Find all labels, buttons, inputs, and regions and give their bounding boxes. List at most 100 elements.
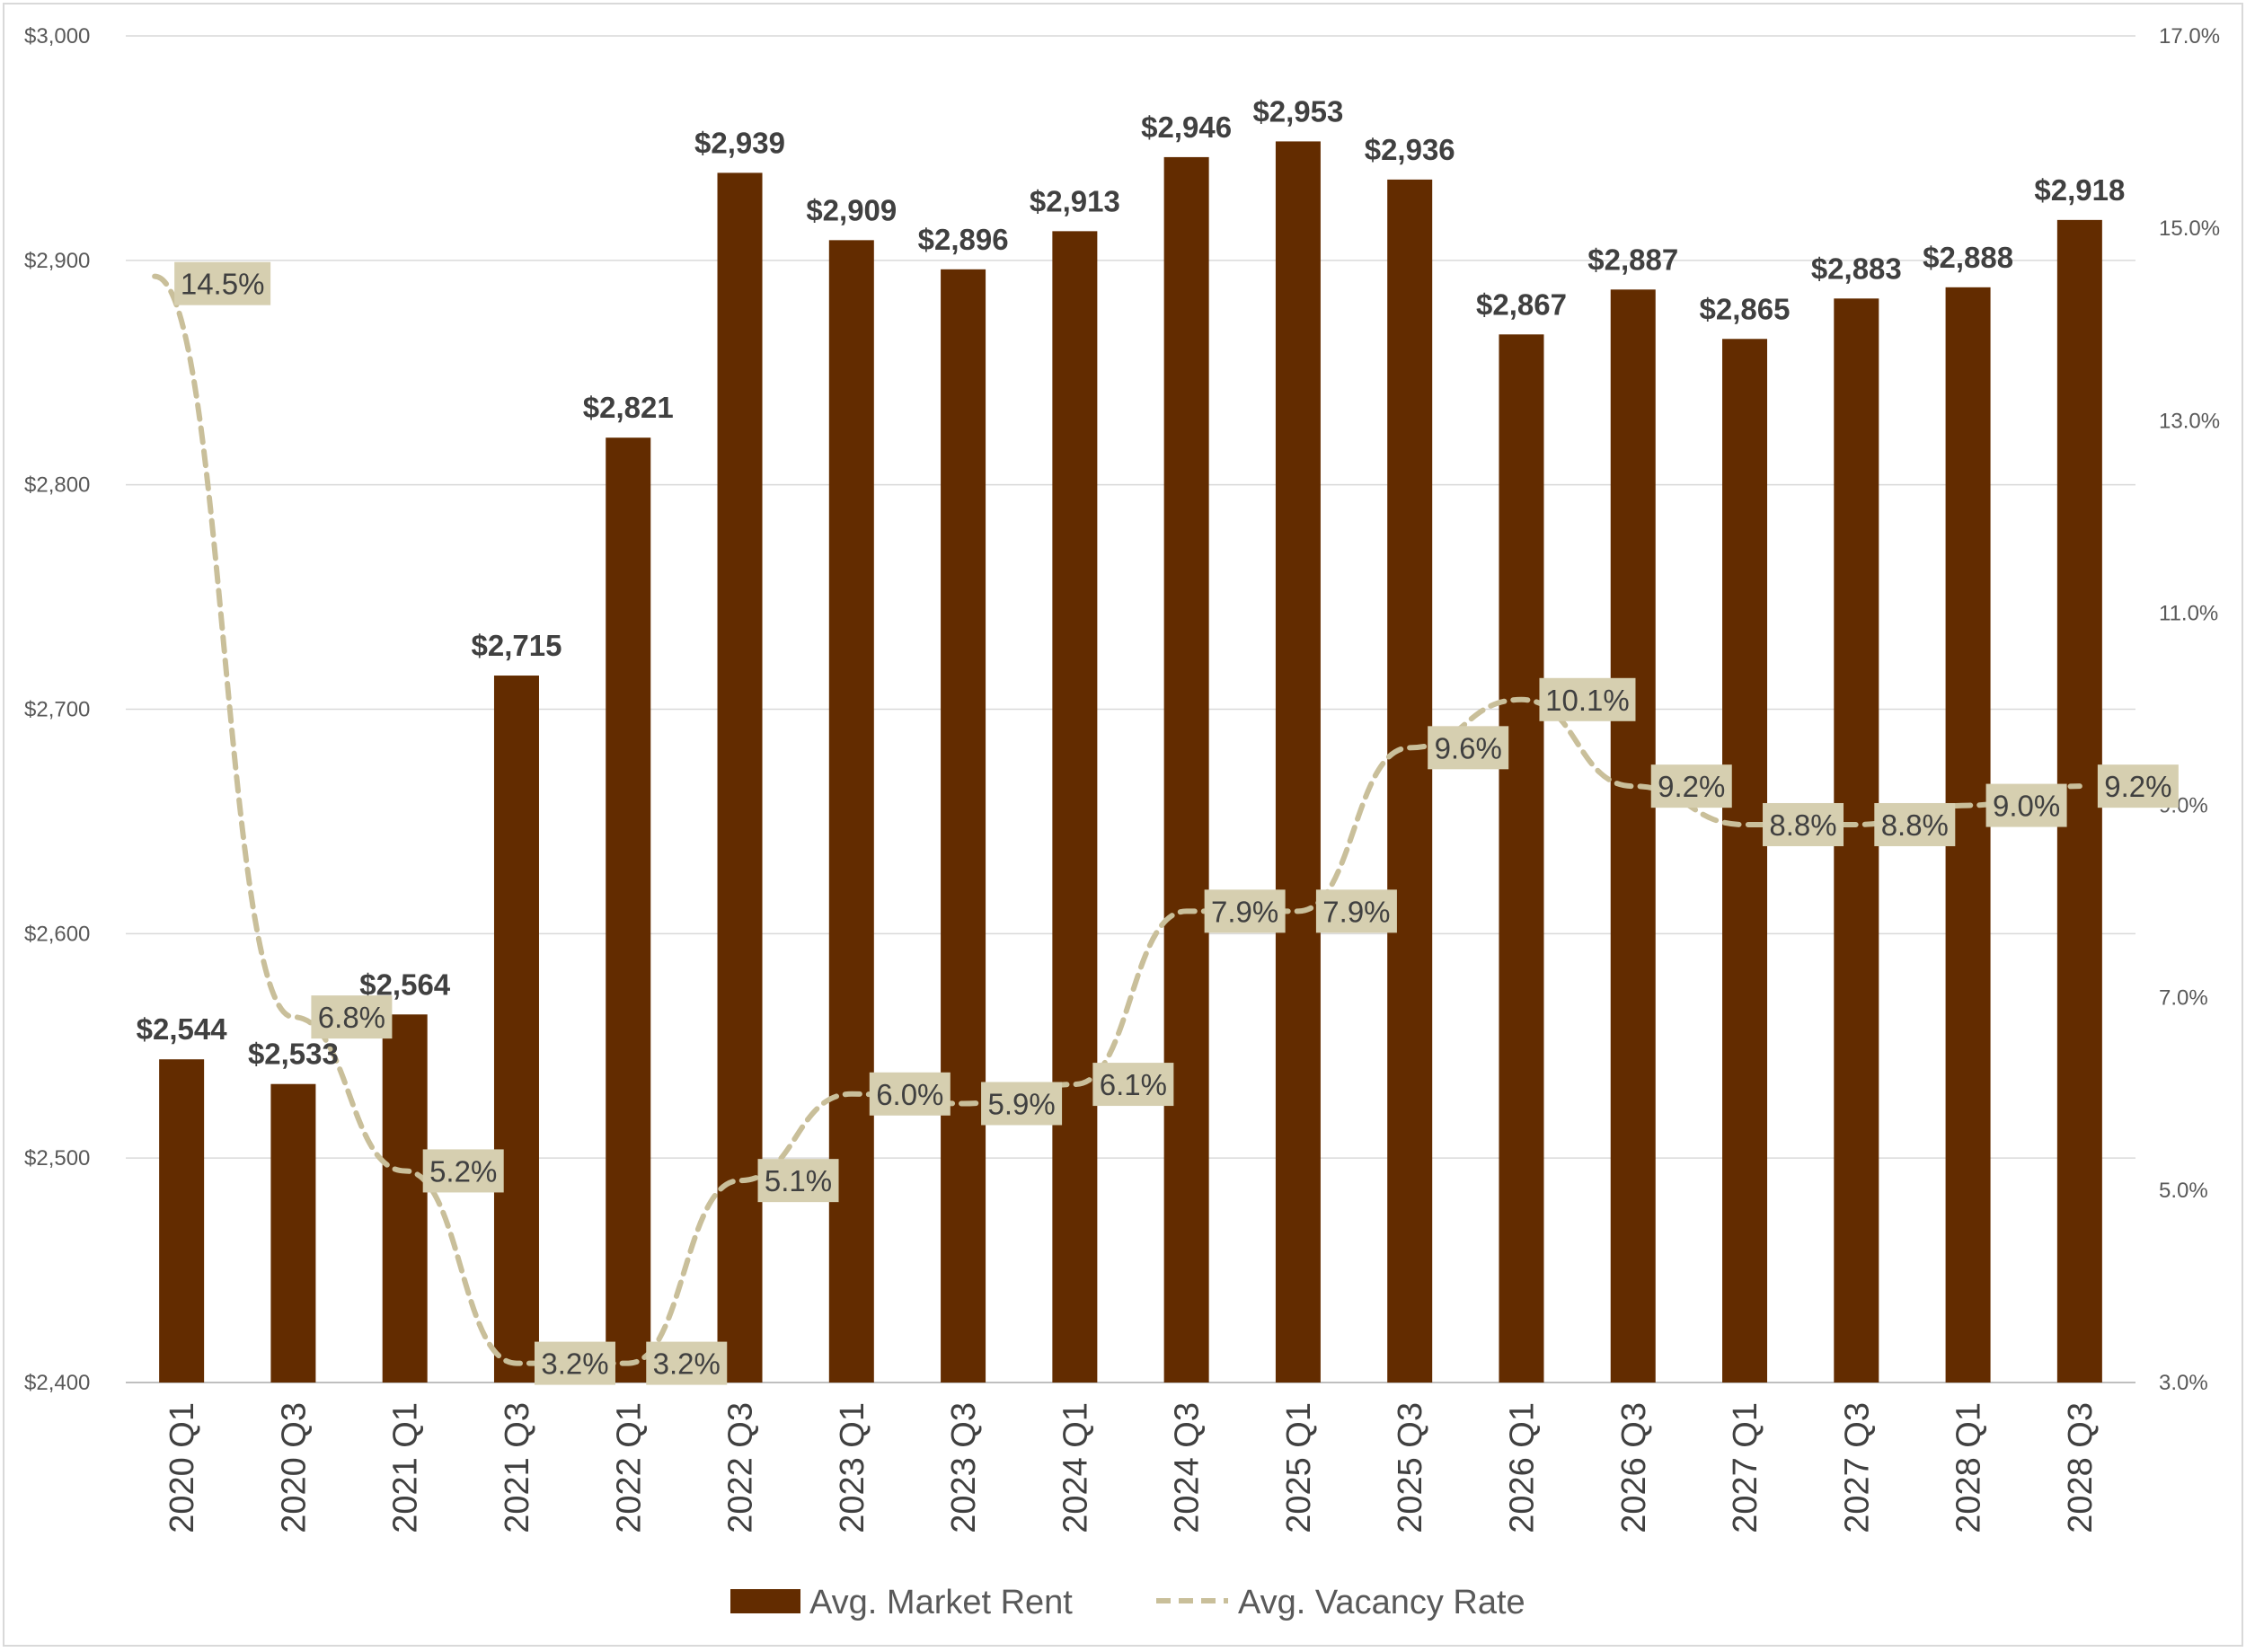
vacancy-data-label: 7.9% [1211,895,1278,928]
rent-data-label: $2,909 [806,193,897,226]
rent-data-label: $2,913 [1030,184,1120,217]
left-tick-label: $2,400 [24,1371,90,1395]
right-tick-label: 11.0% [2159,601,2218,625]
category-label: 2024 Q3 [1169,1402,1207,1533]
rent-data-label: $2,918 [2034,173,2125,207]
rent-data-label: $2,564 [359,967,451,1001]
vacancy-data-label: 9.2% [2104,770,2171,803]
vacancy-data-label: 9.0% [1993,790,2060,823]
vacancy-data-label: 5.1% [765,1164,832,1197]
left-tick-label: $2,500 [24,1146,90,1171]
vacancy-data-label: 3.2% [653,1347,721,1381]
right-tick-label: 5.0% [2159,1179,2208,1203]
rent-data-label: $2,896 [918,223,1009,256]
rent-bar [1722,339,1768,1383]
vacancy-data-labels: 14.5% 6.8% 5.2% 3.2% 3.2% 5.1% 6.0% 5.9% 6.1% 7.9… [174,261,2179,1385]
rent-data-label: $2,867 [1476,287,1567,321]
category-label: 2026 Q3 [1615,1402,1653,1533]
vacancy-label-box [1204,889,1286,933]
rent-bar [270,1083,316,1383]
left-tick-label: $2,700 [24,698,90,722]
category-label: 2027 Q1 [1727,1402,1764,1533]
vacancy-data-label: 14.5% [181,268,265,301]
vacancy-label-box [869,1072,951,1116]
vacancy-data-label: 6.8% [318,1001,385,1034]
x-axis-categories: 2020 Q1 2020 Q3 2021 Q1 2021 Q3 2022 Q1 2022 … [164,1402,2100,1533]
vacancy-label-box [1985,783,2067,827]
rent-data-label: $2,953 [1252,94,1343,128]
category-label: 2025 Q3 [1392,1402,1429,1533]
category-label: 2027 Q3 [1838,1402,1876,1533]
legend: Avg. Market Rent Avg. Vacancy Rate [730,1584,1525,1621]
rent-bar [382,1014,428,1383]
rent-bar [159,1059,205,1383]
rent-bar [1499,334,1544,1383]
rent-data-labels: $2,544 $2,533 $2,564 $2,715 $2,821 $2,939 $2,9… [137,94,2126,1070]
left-axis: $2,400 $2,500 $2,600 $2,700 $2,800 $2,900 $3,0… [24,24,90,1395]
category-label: 2025 Q1 [1280,1402,1318,1533]
vacancy-label-box [534,1341,615,1385]
legend-rent-swatch [730,1589,800,1613]
left-tick-label: $2,900 [24,249,90,273]
category-label: 2022 Q3 [722,1402,760,1533]
left-tick-label: $2,600 [24,922,90,946]
left-tick-label: $3,000 [24,24,90,49]
rent-bar [1163,156,1209,1383]
vacancy-data-label: 5.2% [429,1154,497,1188]
rent-bar [606,437,651,1383]
right-tick-label: 17.0% [2159,24,2220,49]
vacancy-data-label: 3.2% [541,1347,608,1381]
vacancy-data-label: 5.9% [987,1087,1055,1120]
category-label: 2020 Q1 [164,1402,201,1533]
category-label: 2023 Q3 [945,1402,983,1533]
rent-data-label: $2,865 [1700,292,1791,325]
category-label: 2028 Q3 [2062,1402,2100,1533]
vacancy-data-label: 9.2% [1658,770,1725,803]
combo-chart: $2,400 $2,500 $2,600 $2,700 $2,800 $2,900 $3,0… [24,24,2220,1621]
right-tick-label: 13.0% [2159,409,2220,433]
vacancy-label-box [1763,802,1844,846]
vacancy-label-box [311,995,393,1039]
category-label: 2028 Q1 [1950,1402,1988,1533]
vacancy-label-box [1315,889,1397,933]
rent-bar [717,172,763,1383]
right-tick-label: 3.0% [2159,1371,2208,1395]
rent-data-label: $2,715 [472,629,562,662]
legend-rent-label: Avg. Market Rent [809,1584,1073,1621]
rent-data-label: $2,888 [1923,241,2013,274]
vacancy-label-box [1650,764,1732,808]
rent-bar [1387,179,1433,1383]
vacancy-data-label: 9.6% [1435,731,1502,764]
vacancy-label-box [646,1341,728,1385]
rent-bar [1275,141,1321,1383]
rent-bars [159,141,2102,1383]
right-tick-label: 15.0% [2159,216,2220,241]
vacancy-label-box [1428,726,1509,770]
vacancy-label-box [174,261,271,305]
rent-data-label: $2,887 [1587,243,1678,276]
vacancy-label-box [1539,677,1636,721]
category-label: 2022 Q1 [610,1402,648,1533]
category-label: 2026 Q1 [1503,1402,1541,1533]
category-label: 2020 Q3 [275,1402,313,1533]
vacancy-label-box [981,1082,1063,1126]
rent-data-label: $2,939 [694,126,785,159]
rent-bar [1052,231,1098,1383]
rent-bar [493,676,539,1383]
rent-data-label: $2,883 [1811,252,1902,285]
rent-data-label: $2,821 [583,391,674,424]
rent-data-label: $2,544 [137,1012,228,1046]
left-tick-label: $2,800 [24,473,90,498]
category-label: 2021 Q1 [387,1402,425,1533]
vacancy-data-label: 6.0% [876,1078,943,1111]
vacancy-label-box [422,1149,504,1193]
rent-bar [1610,289,1656,1383]
category-label: 2021 Q3 [499,1402,536,1533]
vacancy-data-label: 8.8% [1769,808,1836,842]
vacancy-data-label: 10.1% [1545,684,1630,717]
vacancy-label-box [2097,764,2179,808]
right-tick-label: 7.0% [2159,986,2208,1011]
vacancy-data-label: 7.9% [1322,895,1390,928]
rent-bar [941,269,986,1383]
rent-data-label: $2,946 [1141,110,1232,144]
